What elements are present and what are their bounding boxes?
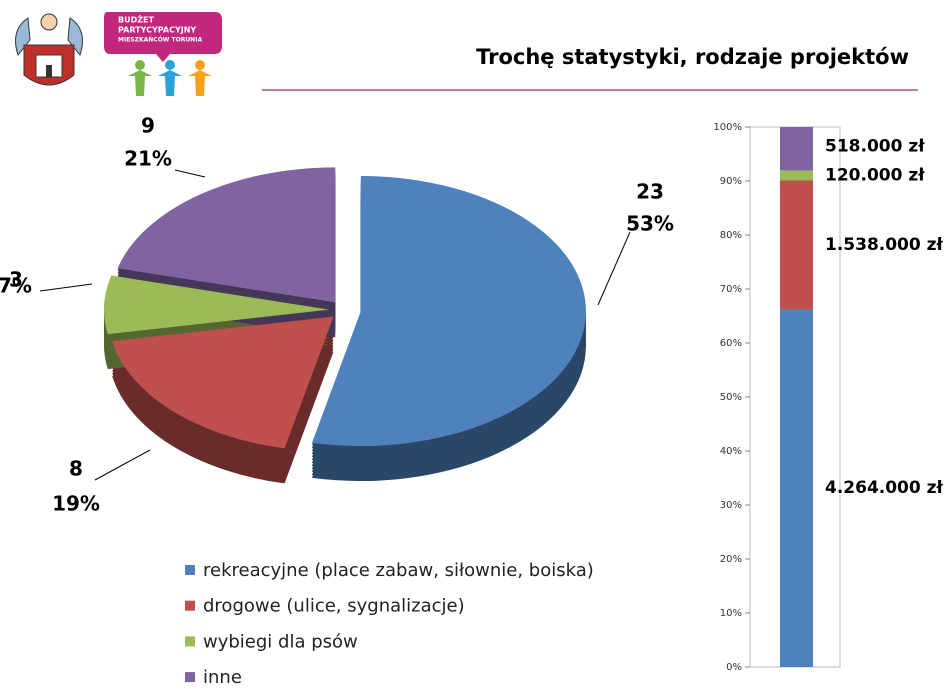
- y-tick-label: 100%: [713, 122, 742, 133]
- legend-label: inne: [203, 667, 242, 688]
- title: Trochę statystyki, rodzaje projektów: [476, 45, 909, 69]
- data-label: 8: [69, 457, 83, 481]
- logo: BUDŻET PARTYCYPACYJNY MIESZKAŃCÓW TORUNI…: [104, 12, 222, 96]
- data-label: 23: [636, 180, 664, 204]
- y-tick-label: 80%: [720, 230, 742, 241]
- legend-label: wybiegi dla psów: [203, 631, 358, 652]
- data-label: 1.538.000 zł: [825, 235, 944, 255]
- data-label: 3: [9, 268, 23, 292]
- pie-slice: [311, 176, 586, 447]
- y-tick-label: 40%: [720, 446, 742, 457]
- data-label: 53%: [626, 212, 674, 236]
- data-label: 9: [141, 114, 155, 138]
- pie-slice: [112, 316, 334, 449]
- y-tick-label: 0%: [726, 662, 742, 673]
- y-tick-label: 90%: [720, 176, 742, 187]
- bar-segment: [780, 180, 813, 310]
- data-label: 19%: [52, 492, 100, 516]
- logo-text: BUDŻET: [118, 15, 155, 25]
- legend-swatch: [185, 636, 195, 647]
- bar-segment: [780, 127, 813, 171]
- y-tick-label: 50%: [720, 392, 742, 403]
- data-label: 4.264.000 zł: [825, 478, 944, 498]
- coat-of-arms: [15, 13, 83, 86]
- pie-slice: [104, 275, 330, 335]
- logo-text: MIESZKAŃCÓW TORUNIA: [118, 36, 202, 44]
- leader-line: [94, 449, 151, 481]
- leader-line: [39, 283, 93, 292]
- legend-swatch: [185, 600, 195, 611]
- legend-label: drogowe (ulice, sygnalizacje): [203, 596, 465, 617]
- y-tick-label: 30%: [720, 500, 742, 511]
- y-tick-label: 20%: [720, 554, 742, 565]
- data-label: 7%: [0, 274, 32, 298]
- data-label: 120.000 zł: [825, 165, 925, 185]
- data-label: 518.000 zł: [825, 137, 925, 157]
- data-label: 21%: [124, 147, 172, 171]
- leader-line: [597, 231, 631, 306]
- legend-swatch: [185, 565, 195, 575]
- leader-line: [174, 169, 206, 178]
- legend-label: rekreacyjne (place zabaw, siłownie, bois…: [203, 560, 594, 581]
- y-tick-label: 70%: [720, 284, 742, 295]
- y-tick-label: 10%: [720, 608, 742, 619]
- legend-swatch: [185, 672, 195, 683]
- bar-segment: [780, 309, 813, 667]
- logo-text: PARTYCYPACYJNY: [118, 26, 196, 35]
- bar-segment: [780, 170, 813, 181]
- pie-slice: [117, 167, 336, 303]
- y-tick-label: 60%: [720, 338, 742, 349]
